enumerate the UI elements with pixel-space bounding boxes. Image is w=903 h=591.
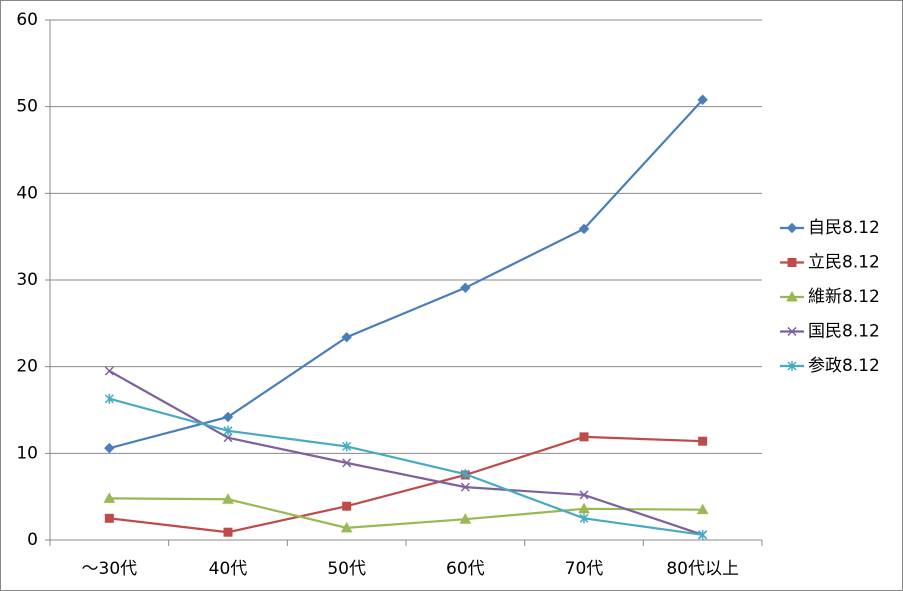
y-tick-label: 60 xyxy=(16,10,38,30)
marker xyxy=(579,490,589,500)
marker xyxy=(104,442,115,454)
marker xyxy=(697,94,708,105)
y-tick-label: 10 xyxy=(16,443,38,463)
series-line xyxy=(108,370,704,536)
marker xyxy=(104,393,114,404)
marker xyxy=(104,366,114,376)
series-line xyxy=(109,497,703,529)
marker xyxy=(786,222,798,234)
series-line xyxy=(109,397,703,536)
marker xyxy=(341,331,352,343)
marker xyxy=(787,361,797,371)
y-tick-label: 20 xyxy=(16,357,38,377)
marker xyxy=(579,513,589,524)
marker xyxy=(578,223,590,235)
marker xyxy=(223,425,233,436)
marker xyxy=(223,433,233,443)
legend-label: 参政8.12 xyxy=(808,356,880,376)
x-tick-label: ～30代 xyxy=(82,559,138,579)
y-tick-label: 0 xyxy=(27,530,38,550)
marker xyxy=(579,432,589,442)
series-line xyxy=(109,98,704,450)
marker xyxy=(459,513,472,524)
x-tick-label: 40代 xyxy=(209,559,248,579)
marker xyxy=(698,436,708,446)
x-tick-label: 60代 xyxy=(446,559,485,579)
marker xyxy=(787,326,797,337)
legend-label: 自民8.12 xyxy=(808,218,880,238)
marker xyxy=(104,513,114,523)
marker xyxy=(223,527,233,537)
marker xyxy=(460,282,471,294)
marker xyxy=(460,482,470,492)
y-tick-label: 40 xyxy=(16,183,38,203)
x-tick-label: 50代 xyxy=(327,559,366,579)
marker xyxy=(342,458,352,468)
marker xyxy=(460,469,470,480)
marker xyxy=(222,411,234,423)
x-tick-label: 80代以上 xyxy=(666,559,739,579)
series-line xyxy=(109,435,703,534)
marker xyxy=(786,290,798,302)
marker xyxy=(787,258,797,267)
x-tick-label: 70代 xyxy=(565,559,604,579)
y-tick-label: 50 xyxy=(16,97,38,117)
marker xyxy=(696,503,709,515)
marker xyxy=(698,529,708,540)
legend-label: 国民8.12 xyxy=(808,322,880,342)
y-tick-label: 30 xyxy=(16,270,38,290)
marker xyxy=(340,521,353,533)
marker xyxy=(342,441,352,452)
marker xyxy=(342,501,352,511)
legend-label: 維新8.12 xyxy=(808,287,880,307)
marker xyxy=(103,492,116,503)
legend-label: 立民8.12 xyxy=(808,253,880,273)
marker xyxy=(222,493,234,504)
marker xyxy=(578,502,590,514)
